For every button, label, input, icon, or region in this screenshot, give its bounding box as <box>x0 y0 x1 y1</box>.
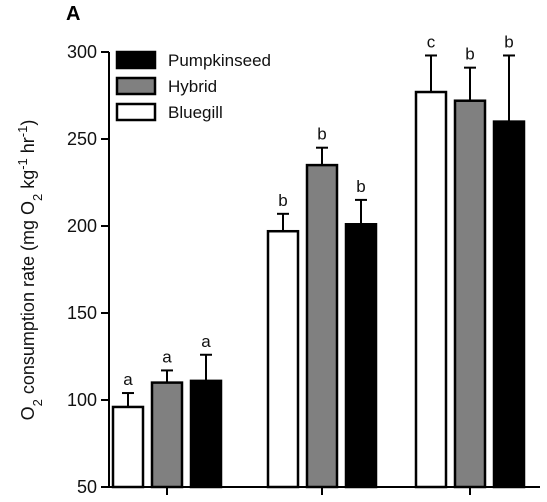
significance-label: a <box>201 332 211 351</box>
y-tick-label: 100 <box>67 390 97 410</box>
bar <box>111 405 145 489</box>
y-tick-label: 300 <box>67 42 97 62</box>
significance-label: c <box>427 32 436 51</box>
legend-label: Bluegill <box>168 103 223 122</box>
significance-label: b <box>504 32 513 51</box>
y-tick-label: 250 <box>67 129 97 149</box>
bar <box>266 229 300 489</box>
legend-swatch <box>115 50 157 70</box>
significance-label: a <box>123 370 133 389</box>
significance-label: a <box>162 347 172 366</box>
bar <box>344 223 378 489</box>
x-ticks <box>166 487 471 495</box>
legend-swatch <box>115 76 157 96</box>
y-tick-label: 50 <box>77 477 97 497</box>
y-ticks: 50 100 150 200 250 300 <box>67 42 109 497</box>
bar <box>453 99 487 489</box>
y-axis: 50 100 150 200 250 300 <box>67 42 110 497</box>
bars: a a a b b b c b b <box>111 32 526 489</box>
y-tick-label: 200 <box>67 216 97 236</box>
bar <box>150 381 184 489</box>
significance-label: b <box>317 125 326 144</box>
y-tick-label: 150 <box>67 303 97 323</box>
significance-label: b <box>356 177 365 196</box>
bar <box>189 379 223 489</box>
bar <box>492 120 526 489</box>
legend: Pumpkinseed Hybrid Bluegill <box>115 50 271 122</box>
panel-letter: A <box>66 3 80 25</box>
bar <box>305 163 339 489</box>
bar <box>414 90 448 489</box>
significance-label: b <box>465 45 474 64</box>
legend-label: Hybrid <box>168 77 217 96</box>
legend-swatch <box>115 102 157 122</box>
significance-label: b <box>278 191 287 210</box>
legend-label: Pumpkinseed <box>168 51 271 70</box>
y-axis-label: O2 consumption rate (mg O2 kg-1 hr-1) <box>15 120 45 421</box>
